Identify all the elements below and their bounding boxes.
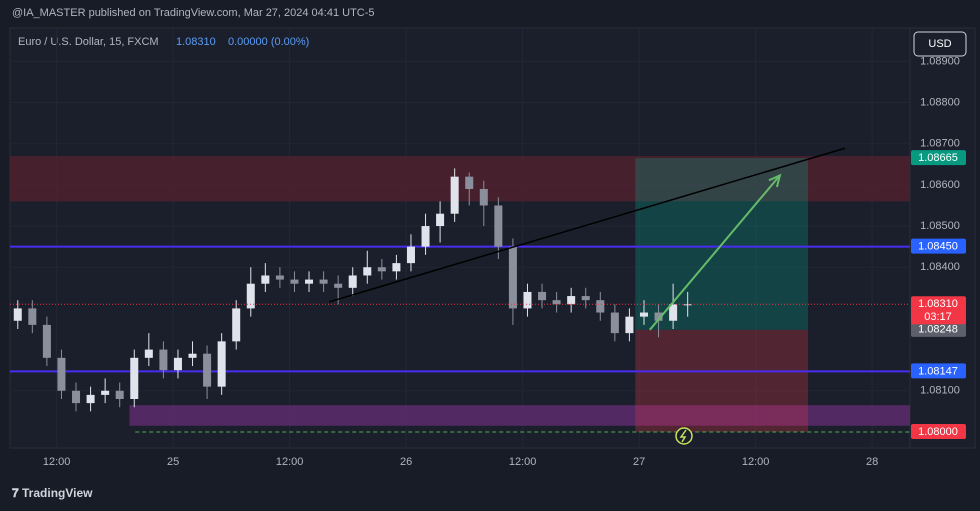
brand: 𝟕 TradingView bbox=[12, 486, 93, 500]
candle-body bbox=[101, 390, 110, 395]
candle-body bbox=[334, 283, 343, 288]
candle-body bbox=[57, 357, 66, 391]
stop-badge-label: 1.08000 bbox=[918, 426, 958, 438]
x-tick-label: 26 bbox=[400, 456, 412, 468]
entry-badge-label: 1.08248 bbox=[918, 324, 958, 336]
candle-body bbox=[246, 283, 255, 309]
candle-body bbox=[305, 279, 314, 284]
chart-pane bbox=[9, 27, 976, 449]
target-badge-label: 1.08665 bbox=[918, 152, 958, 164]
x-tick-label: 12:00 bbox=[276, 456, 304, 468]
stop-badge bbox=[911, 423, 966, 439]
x-tick-label: 12:00 bbox=[509, 456, 537, 468]
x-tick-label: 25 bbox=[167, 456, 179, 468]
x-tick-label: 12:00 bbox=[742, 456, 770, 468]
trendline bbox=[329, 147, 846, 303]
brand-name: TradingView bbox=[22, 486, 93, 500]
candle-body bbox=[450, 176, 459, 214]
y-tick-label: 1.08100 bbox=[920, 385, 960, 397]
level-badge bbox=[911, 238, 966, 254]
candle-body bbox=[203, 353, 212, 387]
candle-body bbox=[479, 189, 488, 206]
candle-body bbox=[406, 246, 415, 264]
y-tick-label: 1.08900 bbox=[920, 55, 960, 67]
y-tick-label: 1.08500 bbox=[920, 220, 960, 232]
candle-body bbox=[115, 390, 124, 399]
candle-body bbox=[436, 213, 445, 227]
candle-body bbox=[363, 267, 372, 276]
candle-body bbox=[173, 357, 182, 371]
candle-body bbox=[567, 296, 576, 305]
candle-body bbox=[538, 291, 547, 301]
y-tick-label: 1.08700 bbox=[920, 138, 960, 150]
last-price-badge-label: 1.08310 bbox=[918, 298, 958, 310]
candle-body bbox=[581, 296, 590, 301]
x-tick-label: 12:00 bbox=[43, 456, 71, 468]
y-tick-label: 1.08600 bbox=[920, 179, 960, 191]
candle-body bbox=[72, 390, 81, 404]
y-tick-label: 1.08400 bbox=[920, 261, 960, 273]
event-icon-bolt bbox=[679, 429, 687, 443]
level-badge bbox=[911, 363, 966, 379]
arrow bbox=[649, 174, 781, 331]
x-tick-label: 27 bbox=[633, 456, 645, 468]
y-tick-label: 1.08800 bbox=[920, 96, 960, 108]
zone bbox=[129, 405, 910, 426]
zone bbox=[10, 156, 910, 202]
candle-body bbox=[683, 304, 692, 306]
candle-body bbox=[610, 312, 619, 334]
candle-body bbox=[28, 308, 37, 325]
candle-body bbox=[130, 357, 139, 399]
target-badge bbox=[911, 150, 966, 166]
candle-body bbox=[144, 349, 153, 358]
candle-body bbox=[217, 341, 226, 387]
countdown: 03:17 bbox=[924, 311, 952, 323]
candle-body bbox=[669, 304, 678, 321]
candle-body bbox=[261, 275, 270, 284]
candle-body bbox=[392, 263, 401, 272]
candle-body bbox=[639, 312, 648, 317]
last-price: 1.08310 bbox=[176, 36, 216, 48]
symbol[interactable]: Euro / U.S. Dollar, 15, FXCM bbox=[18, 36, 159, 48]
change: 0.00000 (0.00%) bbox=[228, 36, 309, 48]
candle-body bbox=[465, 176, 474, 189]
candle-body bbox=[319, 279, 328, 284]
candle-body bbox=[523, 291, 532, 309]
candle-body bbox=[290, 279, 299, 284]
candle-body bbox=[42, 324, 51, 358]
candle-body bbox=[13, 308, 22, 321]
stop-area bbox=[635, 329, 809, 432]
x-tick-label: 28 bbox=[866, 456, 878, 468]
candle-body bbox=[86, 394, 95, 404]
candle-body bbox=[508, 246, 517, 309]
candle-body bbox=[421, 226, 430, 247]
candle-body bbox=[232, 308, 241, 342]
candle-body bbox=[377, 267, 386, 272]
candle-body bbox=[625, 316, 634, 334]
currency[interactable]: USD bbox=[928, 38, 951, 50]
currency-button[interactable] bbox=[913, 31, 967, 57]
candle-body bbox=[275, 275, 284, 280]
last-price-badge bbox=[911, 296, 966, 325]
candle-body bbox=[348, 275, 357, 288]
candle-body bbox=[596, 300, 605, 313]
candle-body bbox=[552, 300, 561, 305]
entry-badge bbox=[911, 321, 966, 337]
candle-body bbox=[494, 205, 503, 247]
level-badge-label: 1.08450 bbox=[918, 241, 958, 253]
header: @IA_MASTER published on TradingView.com,… bbox=[12, 7, 375, 19]
level-badge-label: 1.08147 bbox=[918, 365, 958, 377]
candle-body bbox=[159, 349, 168, 371]
candle-body bbox=[188, 353, 197, 358]
candle-body bbox=[654, 312, 663, 321]
brand-logo: 𝟕 bbox=[12, 486, 22, 500]
arrow-head bbox=[768, 173, 782, 188]
event-icon bbox=[675, 427, 693, 445]
